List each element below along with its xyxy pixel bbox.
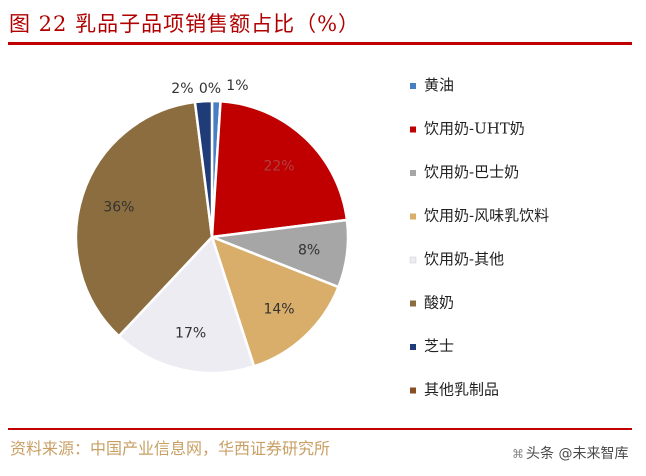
- legend-swatch-1: [410, 126, 416, 133]
- slice-label-6: 2%: [171, 81, 193, 97]
- watermark: ⌘ 头条 @未来智库: [512, 443, 628, 463]
- pie-slice-6: [193, 99, 214, 238]
- legend-swatch-5: [410, 300, 416, 307]
- pie-slice-1: [210, 99, 349, 239]
- watermark-icon: ⌘: [512, 447, 524, 461]
- legend-label-5: 酸奶: [424, 294, 454, 312]
- watermark-text: 头条 @未来智库: [526, 446, 629, 462]
- slice-label-3: 14%: [263, 301, 294, 317]
- legend-swatch-7: [410, 387, 416, 394]
- legend-swatch-4: [409, 256, 417, 264]
- legend-swatch-3: [410, 213, 416, 220]
- legend-label-2: 饮用奶-巴士奶: [424, 163, 519, 181]
- legend-label-1: 饮用奶-UHT奶: [424, 120, 525, 138]
- legend-swatch-0: [410, 83, 416, 89]
- slice-label-4: 17%: [175, 326, 206, 342]
- pie-labels: 1% 22% 8% 14% 17% 36% 2% 0%: [103, 78, 320, 342]
- legend: 黄油饮用奶-UHT奶饮用奶-巴士奶饮用奶-风味乳饮料饮用奶-其他酸奶芝士其他乳制…: [409, 76, 549, 399]
- pie-slices: [74, 99, 350, 375]
- slice-label-0: 1%: [226, 78, 248, 94]
- legend-swatch-2: [410, 170, 416, 176]
- legend-label-7: 其他乳制品: [424, 381, 499, 399]
- slice-label-2: 8%: [298, 242, 320, 258]
- legend-label-4: 饮用奶-其他: [424, 250, 504, 268]
- legend-label-3: 饮用奶-风味乳饮料: [424, 207, 549, 225]
- slice-label-7: 0%: [199, 81, 221, 97]
- legend-swatch-6: [410, 344, 416, 350]
- source-note: 资料来源：中国产业信息网，华西证券研究所: [10, 439, 331, 458]
- chart-title: 图 22 乳品子品项销售额占比（%）: [9, 12, 361, 36]
- legend-label-6: 芝士: [424, 337, 454, 355]
- pie-slice-4: [117, 234, 256, 375]
- slice-label-1: 22%: [263, 159, 294, 175]
- pie-slice-5: [74, 100, 214, 338]
- slice-label-5: 36%: [103, 200, 134, 216]
- title-rule: [8, 42, 632, 45]
- source-rule: [8, 428, 632, 430]
- legend-label-0: 黄油: [424, 76, 454, 94]
